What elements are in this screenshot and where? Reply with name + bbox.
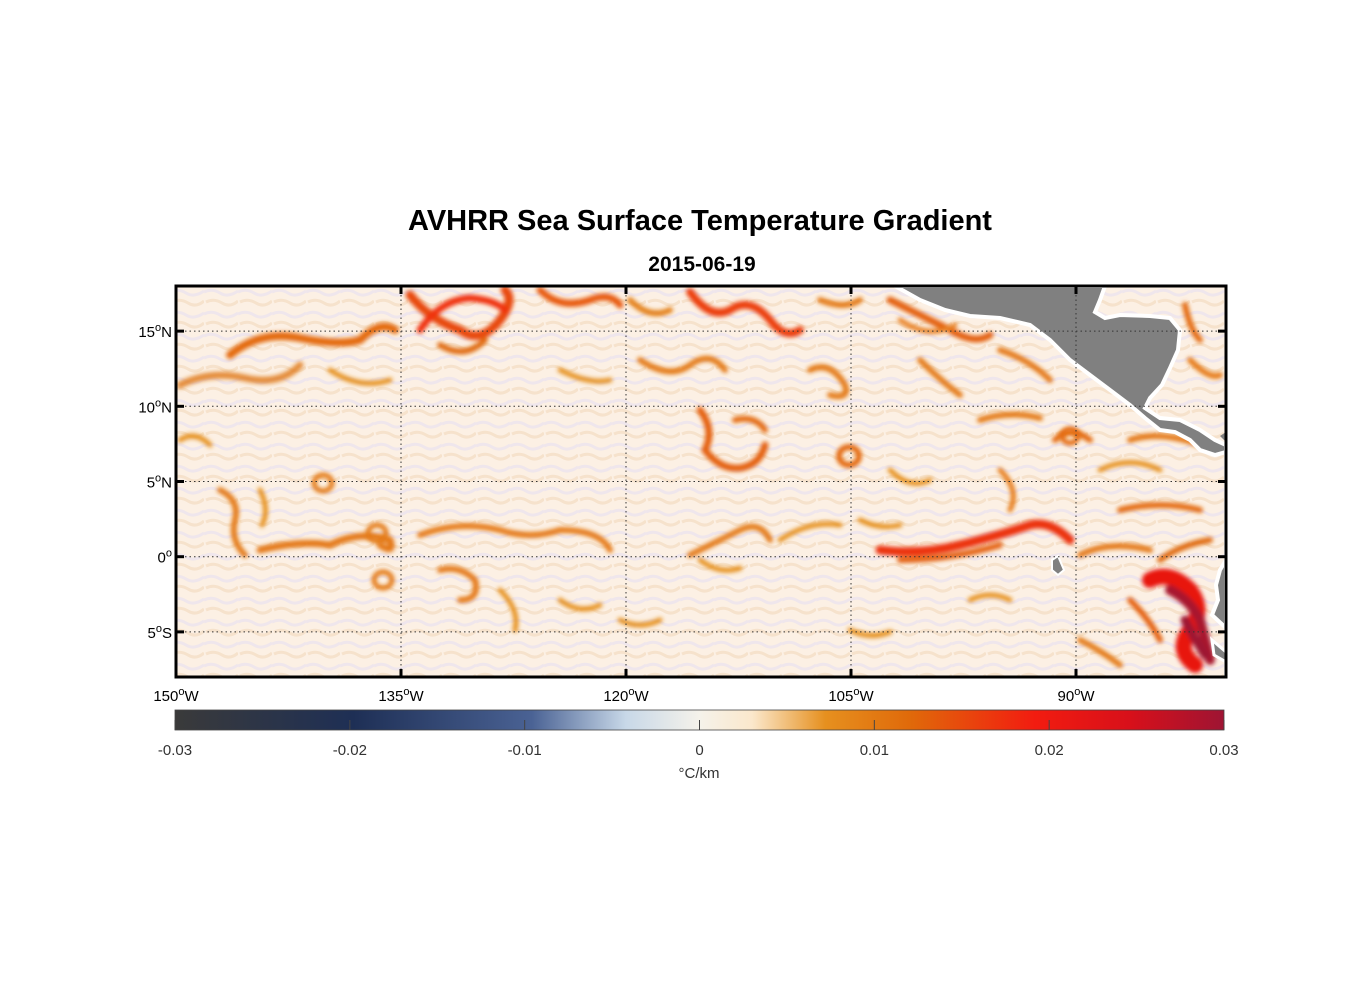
lon-tick-label: 120oW: [603, 686, 649, 705]
ocean-field: [176, 286, 1226, 677]
lat-tick-label: 5oN: [147, 473, 172, 492]
latitude-labels: 15oN 10oN 5oN 0o 5oS: [138, 322, 172, 642]
colorbar-tick-label: -0.03: [158, 742, 192, 759]
eddy-rings: [311, 426, 1081, 591]
lon-tick-label: 105oW: [828, 686, 874, 705]
colorbar-tick-label: 0.03: [1209, 742, 1238, 759]
colorbar-tick-label: -0.02: [333, 742, 367, 759]
lat-tick-label: 15oN: [138, 322, 172, 341]
lat-tick-label: 10oN: [138, 397, 172, 416]
lon-tick-label: 150oW: [153, 686, 199, 705]
lat-tick-label: 0o: [158, 548, 172, 567]
lon-tick-label: 135oW: [378, 686, 424, 705]
lon-tick-label: 90oW: [1058, 686, 1096, 705]
land-south-america: [1209, 556, 1226, 631]
land-central-america: [890, 286, 1226, 677]
colorbar-ticks: -0.03 -0.02 -0.01 0 0.01 0.02 0.03: [158, 720, 1239, 759]
axis-ticks: [174, 286, 1226, 677]
longitude-labels: 150oW 135oW 120oW 105oW 90oW: [153, 686, 1095, 705]
colorbar-tick-label: 0: [695, 742, 703, 759]
land-coast-fragment: [1209, 636, 1226, 664]
colorbar-units-label: °C/km: [679, 765, 720, 782]
chart-title: AVHRR Sea Surface Temperature Gradient: [408, 205, 992, 237]
gradient-fronts: [176, 286, 1223, 673]
colorbar-tick-label: 0.01: [860, 742, 889, 759]
colorbar-tick-label: 0.02: [1035, 742, 1064, 759]
colorbar-tick-label: -0.01: [508, 742, 542, 759]
chart-subtitle: 2015-06-19: [648, 253, 756, 276]
land-galapagos: [1051, 554, 1066, 577]
map-area: [176, 286, 1226, 677]
lat-tick-label: 5oS: [148, 623, 172, 642]
